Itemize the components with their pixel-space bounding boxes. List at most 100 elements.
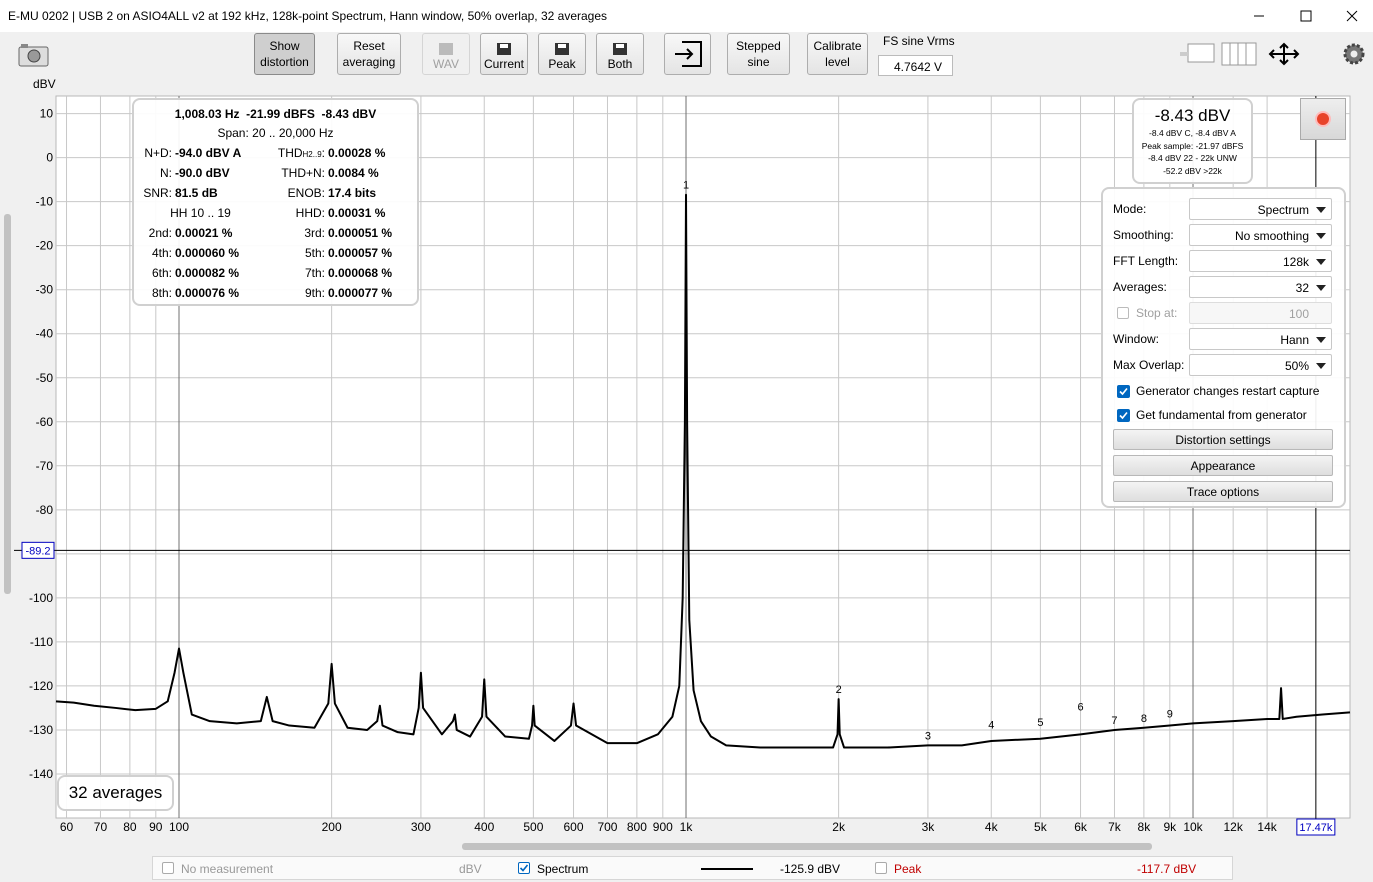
dropdown[interactable]: 50%	[1189, 354, 1332, 376]
distortion-header: 1,008.03 Hz -21.99 dBFS -8.43 dBV	[174, 107, 377, 121]
panel-button[interactable]: Distortion settings	[1113, 429, 1333, 450]
dropdown[interactable]: No smoothing	[1189, 224, 1332, 246]
fs-value-field[interactable]: 4.7642 V	[878, 55, 953, 76]
spinner[interactable]: 100	[1189, 302, 1332, 324]
settings-gear[interactable]	[1342, 42, 1366, 66]
checkbox[interactable]	[1117, 409, 1130, 422]
dropdown[interactable]: Spectrum	[1189, 198, 1332, 220]
checkbox[interactable]	[1117, 307, 1129, 319]
metric-value: 0.000076 %	[175, 286, 240, 300]
metric-value: -90.0 dBV	[175, 166, 230, 180]
metric-value: 0.000060 %	[175, 246, 240, 260]
legend-text: No measurement	[181, 862, 274, 876]
thd-colon: :	[321, 146, 325, 160]
minimize-button[interactable]	[1252, 9, 1266, 23]
x-tick-label: 600	[564, 820, 584, 834]
setting-label: Mode:	[1113, 202, 1147, 216]
harmonic-marker: 9	[1167, 708, 1173, 720]
camera-icon[interactable]	[18, 42, 50, 68]
panel-button[interactable]: Appearance	[1113, 455, 1333, 476]
x-tick-label: 700	[597, 820, 617, 834]
metric-label: HH 10 .. 19	[170, 206, 231, 220]
layout-icons[interactable]	[1180, 40, 1300, 70]
checkbox[interactable]	[162, 862, 174, 874]
horizontal-scrollbar[interactable]	[60, 840, 1345, 852]
metric-value: 81.5 dB	[175, 186, 218, 200]
reset-averaging-button[interactable]: Reset averaging	[337, 33, 401, 75]
dropdown-arrow	[1316, 285, 1326, 291]
scroll-thumb[interactable]	[4, 214, 11, 594]
x-tick-label: 8k	[1138, 820, 1152, 834]
dropdown-value: 128k	[1282, 255, 1309, 269]
button-label: Stepped sine	[736, 39, 781, 69]
legend-text: Peak	[894, 862, 922, 876]
checkbox-row: Get fundamental from generator	[1113, 404, 1335, 426]
export-button[interactable]	[664, 33, 711, 75]
y-tick-label: -20	[36, 239, 54, 253]
y-tick-label: -80	[36, 503, 54, 517]
record-button[interactable]	[1300, 98, 1346, 140]
metric-value: 0.000068 %	[328, 266, 393, 280]
metric-label: HHD:	[295, 206, 325, 220]
readout-lines: -8.4 dBV C, -8.4 dBV A Peak sample: -21.9…	[1134, 127, 1251, 177]
close-button[interactable]	[1345, 9, 1359, 23]
x-tick-label: 90	[149, 820, 163, 834]
y-tick-label: -10	[36, 195, 54, 209]
button-label: Peak	[548, 57, 576, 71]
panel-button[interactable]: Trace options	[1113, 481, 1333, 502]
save-peak-button[interactable]: Peak	[538, 33, 586, 75]
dropdown-value: Spectrum	[1257, 203, 1309, 217]
vertical-scrollbar[interactable]	[0, 96, 14, 818]
dropdown-arrow	[1316, 363, 1326, 369]
calibrate-level-button[interactable]: Calibrate level	[807, 33, 868, 75]
readout-main: -8.43 dBV	[1154, 106, 1231, 125]
dropdown-value: Hann	[1280, 333, 1309, 347]
y-tick-label: -70	[36, 459, 54, 473]
x-tick-label: 80	[123, 820, 137, 834]
metric-label: 7th:	[304, 266, 325, 280]
metric-value: 0.0084 %	[328, 166, 379, 180]
fs-value: 4.7642 V	[894, 60, 943, 74]
save-both-button[interactable]: Both	[596, 33, 644, 75]
cursor-x-label: 17.47k	[1299, 822, 1333, 834]
span-text: Span: 20 .. 20,000 Hz	[217, 126, 334, 140]
setting-label: Smoothing:	[1113, 228, 1174, 242]
maximize-button[interactable]	[1299, 9, 1313, 23]
setting-row: FFT Length: 128k	[1113, 250, 1335, 272]
x-tick-label: 60	[60, 820, 74, 834]
metric-value: 0.00021 %	[175, 226, 233, 240]
checkbox[interactable]	[518, 862, 530, 874]
dropdown[interactable]: 32	[1189, 276, 1332, 298]
thd-sub: H2..9	[302, 150, 322, 159]
wav-button[interactable]: WAV	[422, 33, 470, 75]
y-tick-label: -140	[29, 767, 53, 781]
save-icon	[613, 43, 627, 55]
check-mark	[1119, 387, 1128, 396]
button-label: Calibrate level	[813, 39, 862, 69]
show-distortion-button[interactable]: Show distortion	[254, 33, 315, 75]
setting-label: Max Overlap:	[1113, 358, 1185, 372]
harmonic-row: 8th: 0.000076 % 9th: 0.000077 %	[140, 283, 392, 303]
harmonic-row: 6th: 0.000082 % 7th: 0.000068 %	[140, 263, 392, 283]
metric-value: 0.00028 %	[328, 146, 386, 160]
dropdown[interactable]: 128k	[1189, 250, 1332, 272]
cursor-y-box	[21, 541, 55, 559]
dropdown[interactable]: Hann	[1189, 328, 1332, 350]
stepped-sine-button[interactable]: Stepped sine	[727, 33, 790, 75]
harmonic-marker: 1	[683, 180, 689, 192]
button-label: Both	[607, 57, 633, 71]
check-mark	[519, 864, 529, 872]
harmonic-marker: 3	[925, 730, 931, 742]
x-tick-label: 300	[411, 820, 431, 834]
x-tick-label: 5k	[1034, 820, 1048, 834]
checkbox[interactable]	[1117, 385, 1130, 398]
save-current-button[interactable]: Current	[480, 33, 528, 75]
metric-label: 2nd:	[148, 226, 172, 240]
y-tick-label: -50	[36, 371, 54, 385]
legend-value: -125.9 dBV	[780, 862, 841, 876]
thd-label: THD	[277, 146, 303, 160]
y-axis-label: dBV	[33, 77, 56, 91]
setting-row: Mode: Spectrum	[1113, 198, 1335, 220]
checkbox[interactable]	[875, 862, 887, 874]
scroll-thumb[interactable]	[462, 843, 1152, 850]
